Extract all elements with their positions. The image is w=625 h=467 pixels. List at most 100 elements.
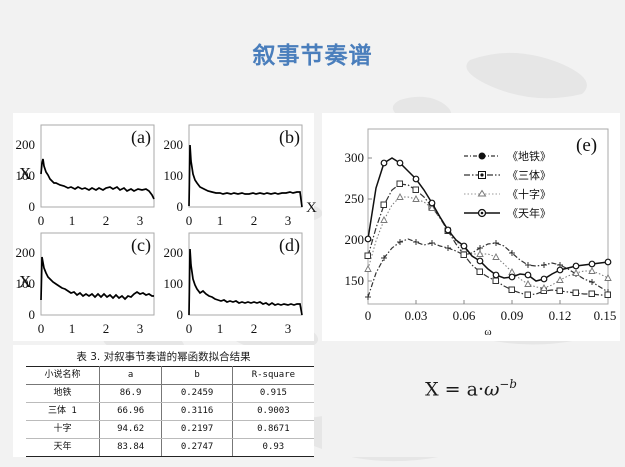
cell-novel-name: 十字	[26, 420, 100, 439]
chart-c-ytick-200: 200	[16, 245, 36, 260]
legend-sample-ditie	[464, 152, 500, 160]
chart-a-xtick-1: 1	[69, 213, 76, 227]
chart-c-ytick-0: 0	[29, 307, 36, 322]
formula-dot: ·	[477, 378, 485, 401]
chart-d-ytick-0: 0	[177, 307, 184, 322]
formula-coef-a: a	[466, 378, 478, 401]
fit-results-panel: 表 3. 对叙事节奏谱的幂函数拟合结果 小说名称 a b R-square 地铁…	[13, 345, 314, 457]
chart-a-tag: (a)	[131, 127, 151, 148]
chart-a-xtick-3: 3	[137, 213, 144, 227]
cell-rsquare: 0.93	[231, 438, 314, 457]
cell-novel-name: 天年	[26, 438, 100, 457]
cell-a: 83.84	[98, 438, 163, 457]
legend-label-shizi: 《十字》	[507, 187, 551, 201]
figure-panel-right: 300 250 200 150 0 0.03 0.06 0.09 0.12 0.…	[322, 113, 620, 341]
chart-panel-a: X 200 100 0 0 1 2 3 (a)	[15, 117, 163, 227]
legend-label-tiannian: 《天年》	[507, 206, 551, 220]
table-row: 十字 94.62 0.2197 0.8671	[26, 420, 314, 439]
chart-c-xtick-3: 3	[137, 321, 144, 336]
cell-b: 0.2459	[161, 384, 233, 403]
cell-novel-name: 地铁	[26, 384, 100, 403]
chart-a-xtick-0: 0	[38, 213, 45, 227]
formula-panel: X = a·ω−b	[322, 345, 620, 457]
figure-mid-axis-label: X	[306, 200, 317, 216]
formula-equals: =	[444, 378, 461, 401]
cell-a: 66.96	[98, 402, 163, 421]
legend-label-santi: 《三体》	[507, 168, 551, 182]
chart-c-ylabel: X	[19, 272, 31, 291]
chart-e-series-tiannian	[364, 157, 612, 283]
chart-d-xtick-3: 3	[285, 321, 292, 336]
legend-sample-shizi	[464, 189, 500, 197]
cell-b: 0.2197	[161, 420, 233, 439]
legend-sample-tiannian	[464, 208, 500, 218]
chart-b-xtick-2: 2	[251, 213, 258, 227]
legend-sample-santi	[464, 171, 500, 179]
chart-b-ytick-100: 100	[164, 168, 184, 183]
table-row: 天年 83.84 0.2747 0.93	[26, 438, 314, 457]
cell-b: 0.3116	[161, 402, 233, 421]
formula-omega: ω	[484, 378, 500, 401]
chart-c-tag: (c)	[131, 235, 151, 256]
table-col-rsquare: R-square	[231, 366, 314, 385]
formula-exponent: −b	[499, 377, 517, 391]
chart-e-tag: (e)	[576, 135, 597, 156]
chart-e-xtick-015: 0.15	[594, 308, 617, 323]
table-row: 地铁 86.9 0.2459 0.915	[26, 384, 314, 403]
chart-d-xtick-0: 0	[186, 321, 193, 336]
chart-d-ytick-100: 100	[164, 276, 184, 291]
cell-a: 94.62	[98, 420, 163, 439]
chart-c-xlabel: ω	[94, 338, 101, 339]
chart-a-xtick-2: 2	[103, 213, 110, 227]
chart-a-ytick-100: 100	[16, 168, 36, 183]
chart-a-ytick-200: 200	[16, 137, 36, 152]
chart-d-xlabel: ω	[242, 338, 249, 339]
chart-b-ytick-200: 200	[164, 137, 184, 152]
chart-panel-b: 200 100 0 0 1 2 3 (b)	[163, 117, 311, 227]
chart-e-ytick-300: 300	[345, 150, 365, 165]
formula-lhs: X	[425, 378, 439, 401]
chart-e-xtick-006: 0.06	[453, 308, 476, 323]
chart-b-tag: (b)	[279, 127, 300, 148]
cell-a: 86.9	[98, 384, 163, 403]
cell-b: 0.2747	[161, 438, 233, 457]
chart-panel-d: 200 100 0 0 1 2 3 (d) ω	[163, 227, 311, 339]
chart-d-tag: (d)	[279, 235, 300, 256]
chart-e-xlabel: ω	[484, 326, 491, 338]
chart-b-ytick-0: 0	[177, 199, 184, 214]
table-caption: 表 3. 对叙事节奏谱的幂函数拟合结果	[76, 351, 251, 363]
cell-novel-name: 三体 1	[26, 402, 100, 421]
power-law-formula: X = a·ω−b	[322, 377, 620, 400]
chart-c-ytick-100: 100	[16, 276, 36, 291]
slide-title: 叙事节奏谱	[252, 43, 373, 69]
chart-e-xtick-012: 0.12	[549, 308, 572, 323]
table-col-b: b	[161, 366, 233, 385]
chart-a-ylabel: X	[19, 164, 31, 183]
table-col-name: 小说名称	[26, 366, 100, 385]
chart-d-ytick-200: 200	[164, 245, 184, 260]
chart-e-legend: 《地铁》 《三体》 《十字》	[464, 150, 551, 220]
chart-c-xtick-1: 1	[69, 321, 76, 336]
chart-b-xtick-0: 0	[186, 213, 193, 227]
table-row: 三体 1 66.96 0.3116 0.9003	[26, 402, 314, 421]
chart-panel-c: X 200 100 0 0 1 2 3 (c) ω	[15, 227, 163, 339]
cell-rsquare: 0.9003	[231, 402, 314, 421]
legend-label-ditie: 《地铁》	[507, 150, 551, 163]
chart-d-xtick-2: 2	[251, 321, 258, 336]
fit-results-table: 小说名称 a b R-square 地铁 86.9 0.2459 0.915 三…	[26, 366, 314, 457]
cell-rsquare: 0.915	[231, 384, 314, 403]
chart-c-xtick-2: 2	[103, 321, 110, 336]
cell-rsquare: 0.8671	[231, 420, 314, 439]
chart-e-xtick-009: 0.09	[501, 308, 524, 323]
chart-e-ytick-200: 200	[345, 232, 365, 247]
table-header-row: 小说名称 a b R-square	[26, 366, 314, 385]
chart-c-xtick-0: 0	[38, 321, 45, 336]
figure-panel-left: X 200 100 0 0 1 2 3 (a) 200 100 0 0 1 2	[13, 113, 314, 341]
chart-e-marker-circle	[364, 159, 612, 283]
chart-e-xtick-0: 0	[365, 308, 372, 323]
chart-e-ytick-250: 250	[345, 191, 365, 206]
chart-b-xtick-1: 1	[217, 213, 224, 227]
table-col-a: a	[98, 366, 163, 385]
chart-a-ytick-0: 0	[29, 199, 36, 214]
chart-b-xtick-3: 3	[285, 213, 292, 227]
